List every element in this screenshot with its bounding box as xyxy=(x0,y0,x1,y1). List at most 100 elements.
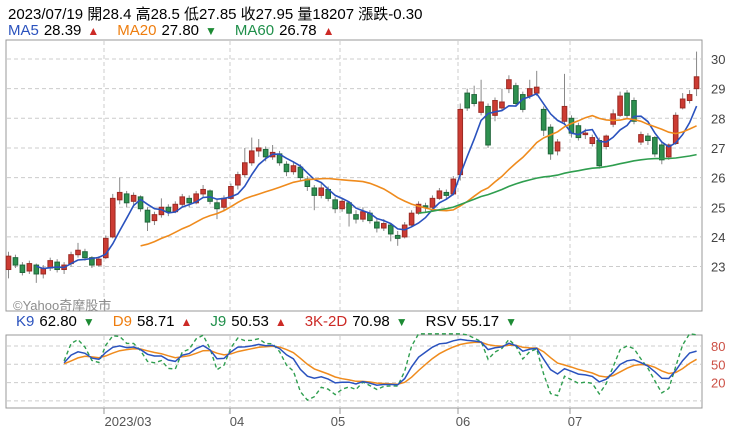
candle-up xyxy=(290,165,297,173)
price-panel-border xyxy=(5,39,703,312)
candle-up xyxy=(151,214,158,222)
candle-up xyxy=(26,263,33,272)
ma60-trend-icon: ▲ xyxy=(322,24,335,38)
candle-up xyxy=(103,237,109,259)
candle-up xyxy=(478,101,484,113)
ma20-trend-icon: ▼ xyxy=(205,24,217,38)
3k2d-trend-icon: ▼ xyxy=(395,315,408,329)
ma-legend: MA5 28.39 ▲ MA20 27.80 ▼ MA60 26.78 ▲ xyxy=(8,22,353,39)
ma20-line xyxy=(140,114,697,247)
ma60-value: 26.78 xyxy=(279,22,317,39)
price-axis-label: 29 xyxy=(711,82,725,97)
candle-up xyxy=(228,185,234,199)
d-line xyxy=(63,341,697,385)
date-axis-label: 05 xyxy=(331,414,345,429)
candle-down xyxy=(631,100,637,122)
ma20-label: MA20 xyxy=(117,22,157,39)
candle-up xyxy=(672,114,679,145)
candle-up xyxy=(381,223,387,229)
candle-up xyxy=(318,187,325,196)
candle-up xyxy=(401,224,408,238)
candle-up xyxy=(693,76,700,90)
candle-up xyxy=(526,88,533,97)
candle-down xyxy=(332,199,338,210)
candle-up xyxy=(554,141,561,152)
j-line xyxy=(63,333,697,401)
candle-down xyxy=(645,135,651,142)
candle-down xyxy=(353,214,359,220)
candle-up xyxy=(339,200,345,210)
price-axis-label: 23 xyxy=(711,260,725,275)
candle-down xyxy=(262,148,269,158)
price-axis-label: 27 xyxy=(711,141,725,156)
candle-up xyxy=(109,197,116,238)
rsv-value: 55.17 xyxy=(461,313,500,330)
candle-up xyxy=(193,193,199,204)
candle-down xyxy=(485,105,491,146)
rsv-label: RSV xyxy=(425,313,457,330)
date-axis-label: 04 xyxy=(230,414,244,429)
candle-down xyxy=(283,163,290,173)
candle-up xyxy=(242,162,248,176)
candle-down xyxy=(297,166,304,179)
kd-panel-border xyxy=(5,334,703,409)
date-axis-label: 07 xyxy=(568,414,582,429)
candle-up xyxy=(408,212,415,226)
k9-trend-icon: ▼ xyxy=(82,315,95,329)
candle-down xyxy=(652,137,658,155)
candle-down xyxy=(82,251,88,259)
candle-down xyxy=(137,196,144,210)
candle-up xyxy=(429,197,436,208)
candle-up xyxy=(235,174,241,186)
j9-label: J9 xyxy=(210,313,227,330)
d9-value: 58.71 xyxy=(136,313,175,330)
candle-down xyxy=(311,187,318,196)
candle-down xyxy=(520,94,526,110)
candle-up xyxy=(610,113,616,125)
ma60-line xyxy=(418,153,697,214)
candle-down xyxy=(123,193,130,204)
d9-trend-icon: ▲ xyxy=(180,315,193,329)
price-axis-label: 26 xyxy=(711,171,725,186)
candle-up xyxy=(116,191,123,201)
3k2d-label: 3K-2D xyxy=(304,313,348,330)
candle-up xyxy=(436,190,443,199)
date-axis-label: 2023/03 xyxy=(105,414,152,429)
kd-axis-label: 50 xyxy=(711,357,725,372)
candle-up xyxy=(360,211,366,220)
ma5-label: MA5 xyxy=(8,22,39,39)
candle-down xyxy=(186,197,192,204)
kd-legend: K9 62.80 ▼ D9 58.71 ▲ J9 50.53 ▲ 3K-2D 70.98 ▼ RSV 55… xyxy=(16,313,535,330)
k9-value: 62.80 xyxy=(39,313,77,330)
candle-down xyxy=(374,221,380,229)
candle-down xyxy=(596,140,603,167)
candle-up xyxy=(75,249,81,256)
j9-value: 50.53 xyxy=(231,313,269,330)
rsv-trend-icon: ▼ xyxy=(505,315,517,329)
d9-label: D9 xyxy=(112,313,132,330)
candle-down xyxy=(624,92,630,116)
3k2d-value: 70.98 xyxy=(352,313,390,330)
quote-text: 2023/07/19 開28.4 高28.5 低27.85 收27.95 量18… xyxy=(8,6,423,23)
k9-label: K9 xyxy=(16,313,35,330)
quote-summary: 2023/07/19 開28.4 高28.5 低27.85 收27.95 量18… xyxy=(8,3,422,24)
candle-up xyxy=(665,144,672,158)
candle-down xyxy=(575,125,582,139)
candle-down xyxy=(165,206,172,213)
date-axis-label: 06 xyxy=(456,414,470,429)
candle-up xyxy=(499,101,505,109)
candle-down xyxy=(394,234,401,239)
candle-up xyxy=(679,98,686,109)
candle-down xyxy=(471,94,477,104)
price-axis-label: 30 xyxy=(711,52,725,67)
candle-up xyxy=(248,150,255,164)
candle-down xyxy=(547,126,554,155)
price-axis-label: 28 xyxy=(711,111,725,126)
candle-down xyxy=(144,209,151,223)
candle-up xyxy=(492,100,498,116)
candle-down xyxy=(89,257,95,266)
candle-up xyxy=(5,255,12,271)
candle-up xyxy=(457,108,464,176)
